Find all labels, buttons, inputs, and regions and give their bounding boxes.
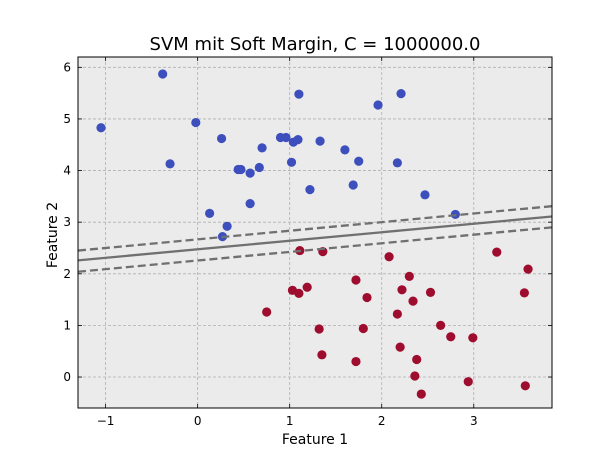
y-tick-label: 4 [63, 164, 71, 178]
class-a-point [315, 136, 325, 146]
class-b-point [468, 333, 478, 343]
class-b-point [523, 264, 533, 274]
lower-margin-line [78, 226, 552, 273]
y-tick-label: 0 [63, 370, 71, 384]
class-a-point [373, 100, 383, 110]
y-axis-label: Feature 2 [45, 202, 61, 268]
class-b-point [358, 323, 368, 334]
class-a-point [216, 133, 227, 144]
x-tick-label: −1 [97, 414, 115, 428]
class-b-point [520, 381, 530, 391]
class-a-point [245, 198, 255, 209]
class-b-point [362, 292, 372, 303]
class-a-point [236, 164, 246, 175]
x-tick-label: 2 [378, 414, 386, 428]
class-b-point [317, 350, 327, 360]
class-b-point [294, 288, 304, 299]
plot-background [78, 57, 552, 408]
class-b-point [463, 377, 473, 387]
class-a-point [205, 208, 215, 219]
class-a-point [96, 123, 106, 133]
upper-margin-line [78, 205, 552, 252]
class-b-point [392, 309, 402, 319]
class-a-point [191, 117, 201, 128]
class-b-point [492, 247, 502, 257]
class-b-point [404, 271, 414, 281]
class-b-point [351, 356, 361, 367]
class-b-point [351, 275, 361, 285]
class-a-point [305, 185, 315, 195]
class-a-point [165, 159, 175, 169]
x-tick-label: 1 [286, 414, 294, 428]
class-a-point [348, 180, 358, 190]
y-tick-label: 1 [63, 318, 71, 332]
class-b-point [436, 320, 446, 331]
plot-layer: −1 0 1 2 3 0 1 2 3 4 5 6 [63, 56, 553, 428]
class-a-point [222, 221, 232, 231]
class-a-point [340, 145, 350, 155]
class-b-point [519, 288, 529, 298]
class-b-point [412, 354, 422, 365]
class-b-point [314, 324, 324, 334]
class-b-point [408, 296, 418, 306]
class-a-point [354, 156, 364, 166]
class-b-point [384, 252, 394, 262]
y-tick-label: 5 [63, 112, 71, 126]
class-a-point [420, 190, 430, 200]
class-a-point [257, 143, 267, 153]
y-tick-label: 2 [63, 267, 71, 281]
plot-frame [77, 56, 553, 409]
class-a-point [158, 69, 168, 79]
class-a-point [392, 158, 402, 168]
class-a-point [294, 89, 304, 99]
class-b-point [395, 342, 405, 352]
x-tick-label: 0 [194, 414, 202, 428]
class-b-point [425, 287, 436, 297]
class-a-point [245, 168, 255, 178]
class-b-point [302, 282, 312, 292]
class-b-point [410, 371, 420, 381]
chart-title: SVM mit Soft Margin, C = 1000000.0 [150, 34, 481, 55]
class-b-point [262, 307, 272, 317]
decision-boundary-line [78, 215, 552, 262]
class-a-point [281, 132, 291, 143]
x-tick-label: 3 [470, 414, 478, 428]
class-a-point [286, 157, 297, 167]
class-b-point [416, 389, 426, 399]
y-tick-label: 3 [63, 215, 71, 229]
class-a-point [254, 162, 264, 173]
class-b-point [446, 332, 456, 342]
class-b-point [397, 285, 407, 295]
x-axis-label: Feature 1 [282, 432, 348, 448]
class-a-point [396, 89, 406, 99]
y-tick-label: 6 [63, 60, 71, 74]
class-a-point [293, 134, 303, 145]
